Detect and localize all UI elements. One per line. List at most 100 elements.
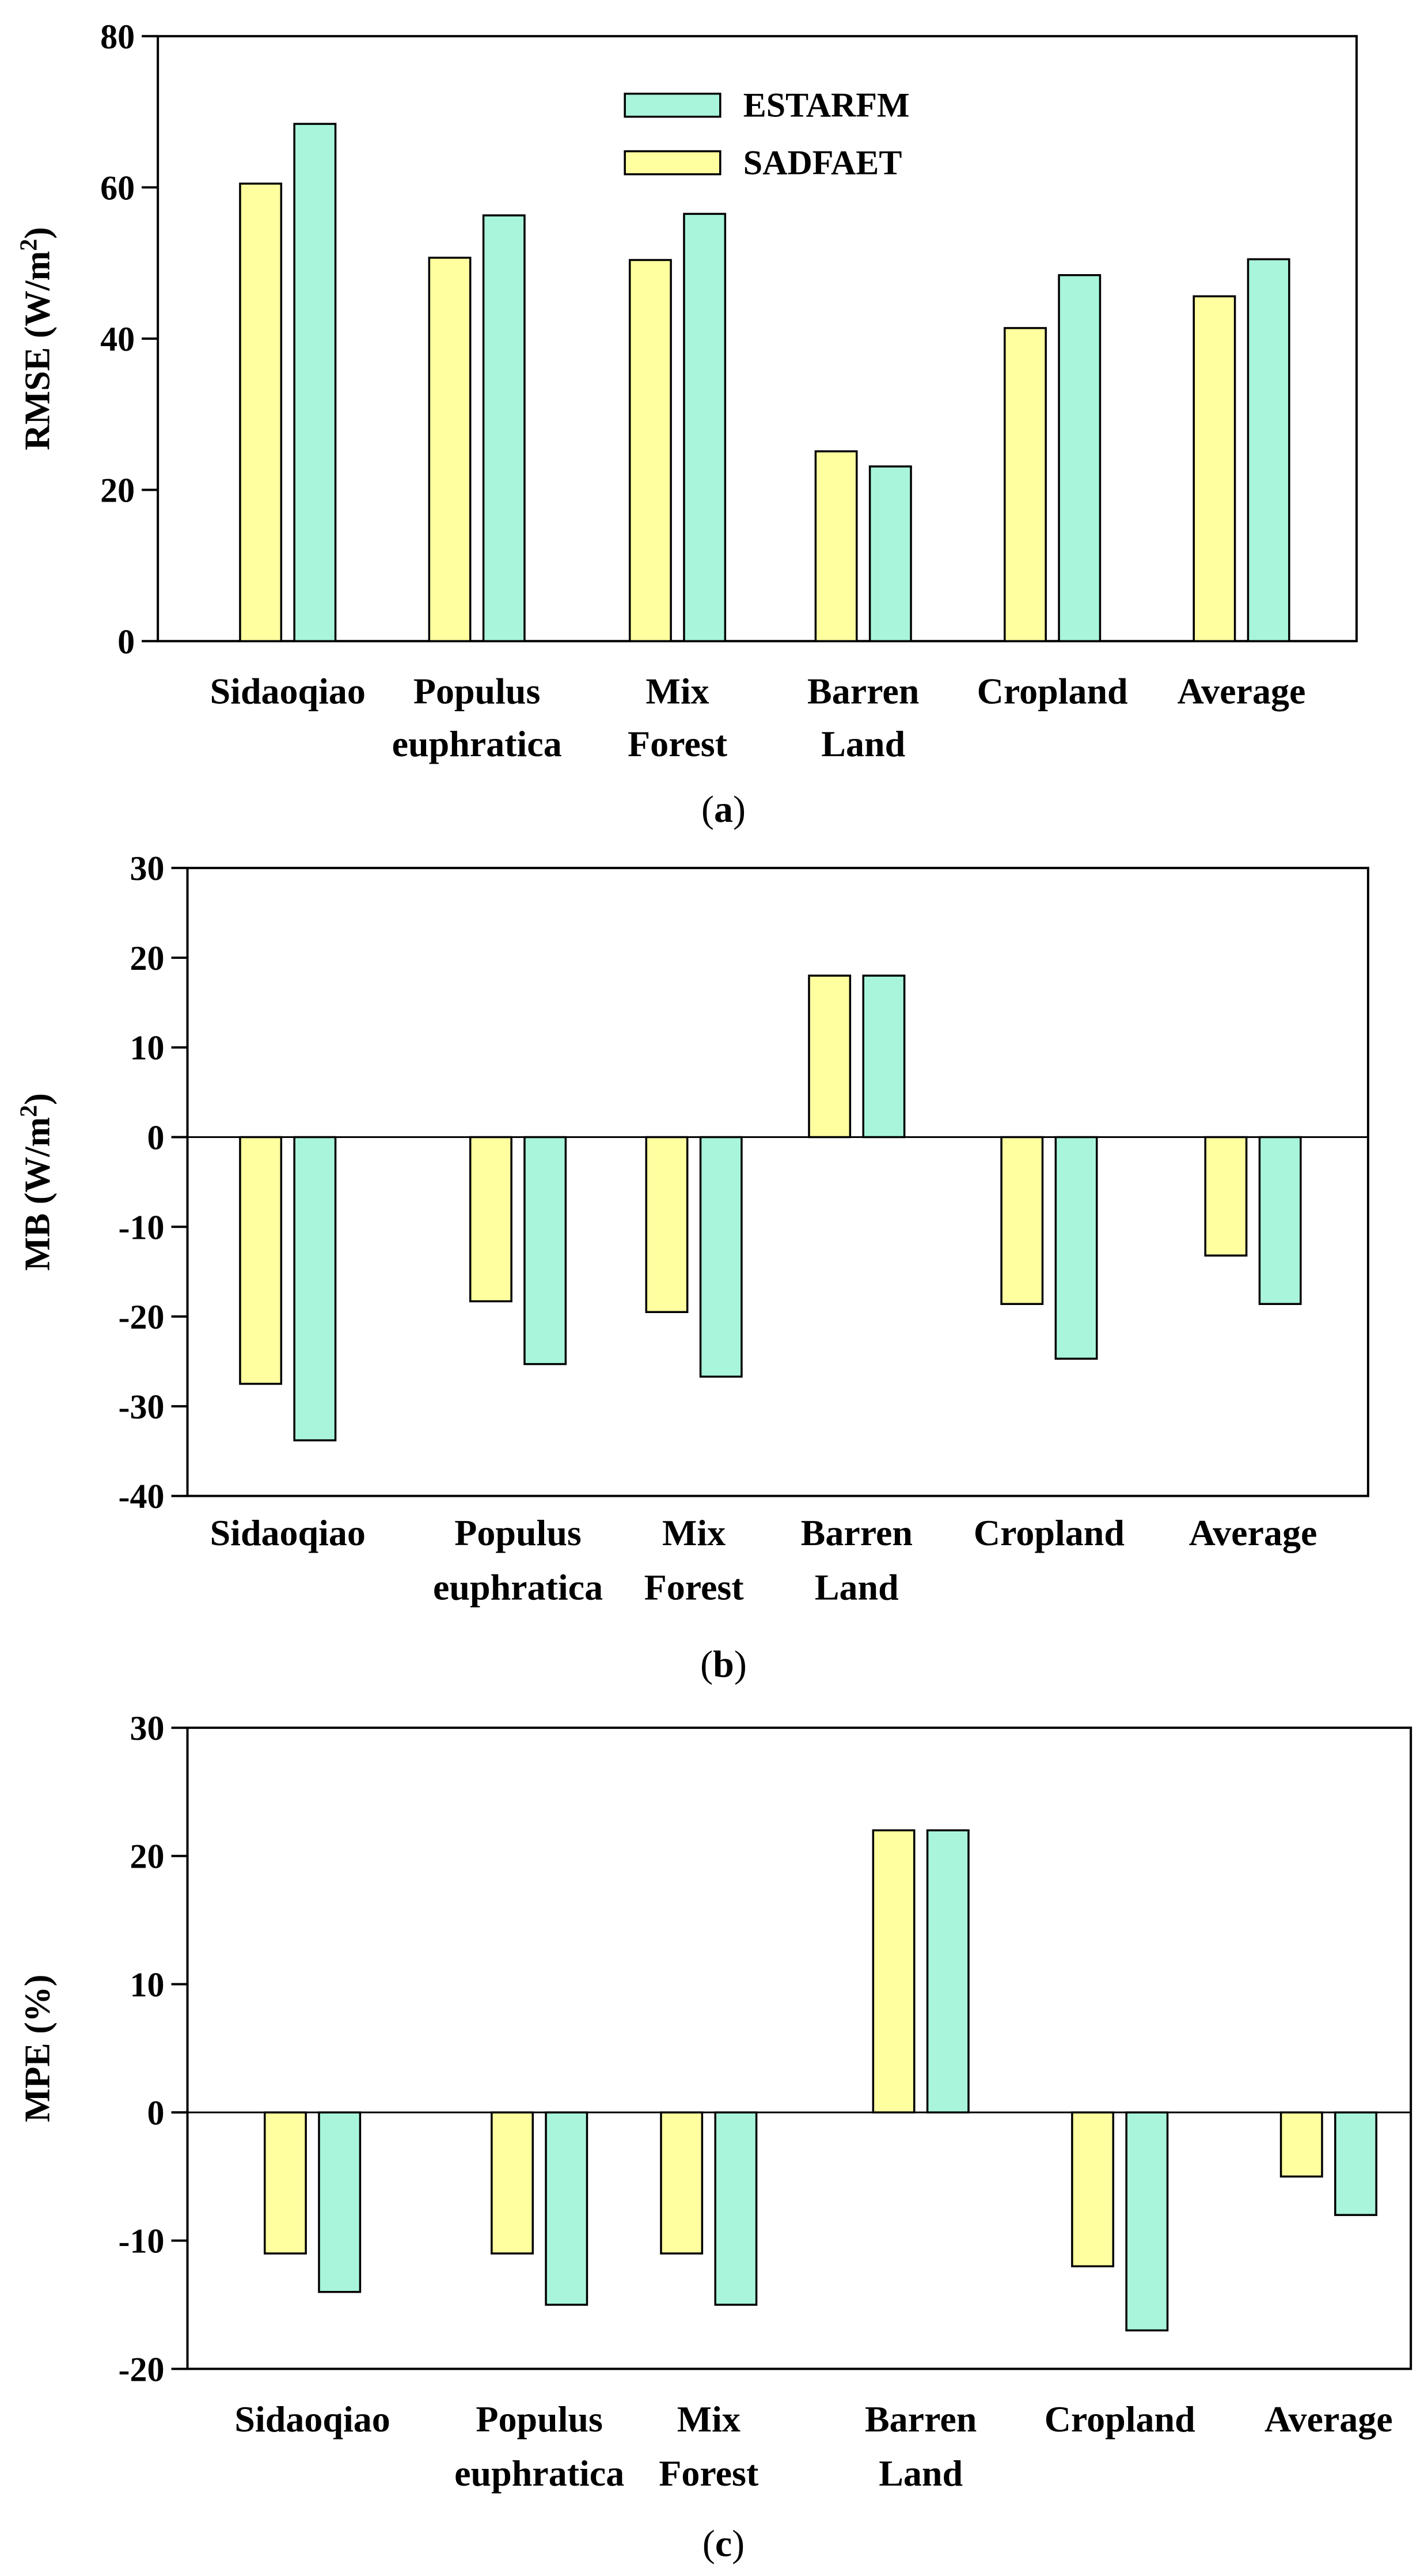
y-tick-label: -10 bbox=[119, 2222, 165, 2260]
category-label: Populus bbox=[454, 1512, 582, 1553]
bar-estarfm-5 bbox=[1258, 1136, 1302, 1305]
category-label-line2: Land bbox=[821, 723, 905, 764]
bar-estarfm-4 bbox=[1125, 2111, 1169, 2332]
bar-sadfaet-4 bbox=[1071, 2111, 1115, 2267]
category-label: Cropland bbox=[1045, 2399, 1195, 2440]
category-label: Average bbox=[1189, 1512, 1317, 1553]
y-tick-label: 10 bbox=[130, 1029, 165, 1067]
bar-sadfaet-4 bbox=[1000, 1136, 1044, 1305]
bar-estarfm-4 bbox=[1058, 274, 1102, 643]
bar-sadfaet-2 bbox=[660, 2111, 704, 2255]
bar-estarfm-2 bbox=[714, 2111, 758, 2306]
y-tick-label: 60 bbox=[100, 169, 135, 207]
chart-panel-a: 0 20 40 60 80 Sidaoqiao Populus euphratica Mix Fo… bbox=[16, 18, 1358, 830]
legend-swatch-estarfm bbox=[624, 92, 722, 118]
bar-estarfm-5 bbox=[1334, 2111, 1377, 2216]
bar-sadfaet-5 bbox=[1193, 295, 1236, 643]
bar-sadfaet-1 bbox=[491, 2111, 534, 2255]
y-tick-label: 30 bbox=[130, 1709, 165, 1747]
category-label-line2: Forest bbox=[659, 2453, 759, 2494]
legend-swatch-sadfaet bbox=[624, 150, 722, 176]
plot-frame bbox=[186, 1727, 1412, 2370]
category-label-line2: euphratica bbox=[433, 1566, 603, 1607]
bar-estarfm-0 bbox=[293, 1136, 337, 1441]
bar-sadfaet-0 bbox=[264, 2111, 307, 2255]
bar-estarfm-0 bbox=[293, 123, 337, 643]
category-label: Populus bbox=[413, 671, 541, 712]
y-tick-label: 80 bbox=[100, 18, 135, 56]
y-tick-label: 40 bbox=[100, 320, 135, 358]
bar-estarfm-3 bbox=[862, 974, 906, 1139]
y-tick-label: -30 bbox=[119, 1388, 165, 1426]
bar-sadfaet-4 bbox=[1004, 327, 1047, 643]
y-tick-label: 20 bbox=[130, 1838, 165, 1876]
category-label: Barren bbox=[801, 1512, 913, 1553]
y-tick-label: 0 bbox=[117, 623, 135, 661]
bar-estarfm-4 bbox=[1054, 1136, 1098, 1360]
plot-frame bbox=[186, 867, 1369, 1497]
panel-caption: (a) bbox=[701, 788, 746, 830]
bar-estarfm-0 bbox=[318, 2111, 362, 2293]
category-label: Barren bbox=[865, 2399, 977, 2440]
legend-label-sadfaet: SADFAET bbox=[743, 144, 902, 182]
panel-caption: (c) bbox=[702, 2523, 745, 2565]
y-tick-label: -10 bbox=[119, 1208, 165, 1246]
bar-sadfaet-0 bbox=[239, 183, 283, 643]
plot-frame bbox=[157, 35, 1358, 643]
y-tick-label: 0 bbox=[147, 1118, 165, 1156]
category-label: Average bbox=[1264, 2399, 1393, 2440]
bar-sadfaet-1 bbox=[469, 1136, 512, 1303]
category-label: Cropland bbox=[977, 671, 1128, 712]
category-label-line2: Land bbox=[879, 2453, 963, 2494]
category-label: Barren bbox=[807, 671, 919, 712]
category-label: Sidaoqiao bbox=[210, 671, 366, 712]
bar-sadfaet-1 bbox=[428, 256, 472, 643]
legend-label-estarfm: ESTARFM bbox=[743, 86, 910, 124]
y-tick-label: 0 bbox=[147, 2094, 165, 2132]
category-label: Mix bbox=[645, 671, 709, 712]
bar-sadfaet-3 bbox=[814, 450, 858, 643]
category-label: Sidaoqiao bbox=[234, 2399, 390, 2440]
y-tick-label: -20 bbox=[119, 1298, 165, 1336]
y-tick-label: 30 bbox=[130, 849, 165, 887]
bar-estarfm-1 bbox=[482, 214, 526, 643]
bar-sadfaet-2 bbox=[645, 1136, 689, 1314]
bar-sadfaet-5 bbox=[1204, 1136, 1248, 1257]
bar-estarfm-2 bbox=[683, 213, 727, 643]
legend: ESTARFM SADFAET bbox=[624, 86, 910, 182]
category-label-line2: Forest bbox=[644, 1566, 745, 1607]
y-tick-label: 20 bbox=[100, 472, 135, 510]
category-label: Cropland bbox=[974, 1512, 1125, 1553]
bar-estarfm-5 bbox=[1247, 258, 1290, 643]
y-tick-label: -40 bbox=[119, 1478, 165, 1516]
bar-estarfm-1 bbox=[523, 1136, 567, 1365]
bar-estarfm-3 bbox=[926, 1829, 970, 2114]
category-label: Populus bbox=[476, 2399, 603, 2440]
category-label-line2: Forest bbox=[628, 723, 728, 764]
bar-sadfaet-2 bbox=[628, 259, 672, 643]
panel-caption: (b) bbox=[700, 1644, 747, 1686]
chart-panel-b: -40 -30 -20 -10 0 10 20 30 Sidaoqiao Populus euphr… bbox=[16, 849, 1369, 1686]
y-axis-title: MB (W/m2) bbox=[16, 1093, 58, 1271]
category-label: Mix bbox=[662, 1512, 726, 1553]
y-tick-label: 20 bbox=[130, 939, 165, 977]
bar-estarfm-1 bbox=[545, 2111, 588, 2306]
chart-panel-c: -20 -10 0 10 20 30 Sidaoqiao Populus euphratica M… bbox=[18, 1709, 1412, 2565]
category-label-line2: euphratica bbox=[392, 723, 562, 764]
category-label: Mix bbox=[677, 2399, 741, 2440]
bar-sadfaet-3 bbox=[872, 1829, 916, 2114]
y-axis-title: MPE (%) bbox=[18, 1974, 58, 2122]
category-label-line2: Land bbox=[815, 1566, 899, 1607]
bar-estarfm-2 bbox=[699, 1136, 743, 1378]
y-tick-label: 10 bbox=[130, 1966, 165, 2004]
bar-sadfaet-3 bbox=[808, 974, 852, 1139]
y-axis-title: RMSE (W/m2) bbox=[16, 227, 58, 450]
bar-sadfaet-5 bbox=[1279, 2111, 1323, 2178]
category-label: Average bbox=[1178, 671, 1306, 712]
category-label: Sidaoqiao bbox=[210, 1512, 366, 1553]
y-tick-label: -20 bbox=[119, 2350, 165, 2388]
bar-sadfaet-0 bbox=[239, 1136, 283, 1385]
bar-estarfm-3 bbox=[868, 465, 912, 643]
category-label-line2: euphratica bbox=[454, 2453, 624, 2494]
